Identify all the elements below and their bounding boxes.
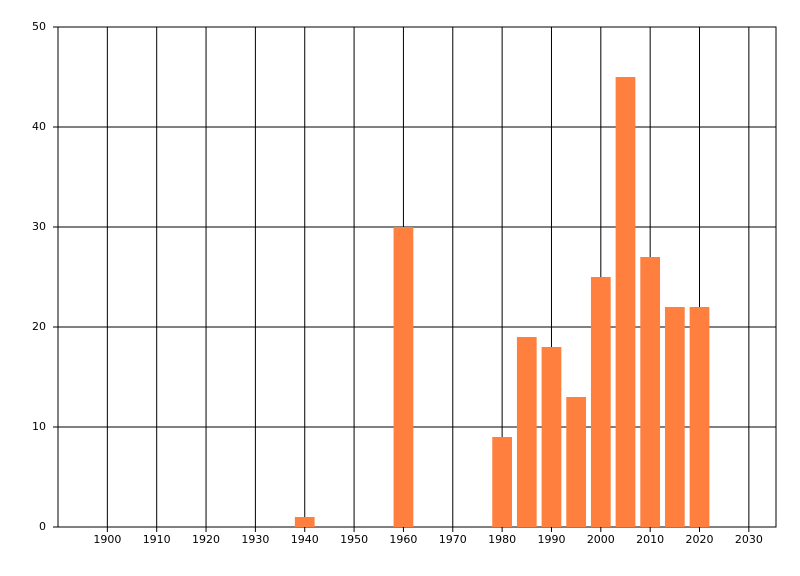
x-tick-label: 1930 <box>241 533 269 546</box>
bar <box>640 257 661 527</box>
bar <box>294 517 315 527</box>
x-tick-label: 1920 <box>192 533 220 546</box>
bar <box>615 77 636 527</box>
bar <box>689 307 710 527</box>
y-tick-label: 50 <box>32 20 46 33</box>
x-tick-label: 1990 <box>537 533 565 546</box>
bar <box>492 437 512 527</box>
x-tick-label: 2030 <box>735 533 763 546</box>
x-tick-label: 1980 <box>488 533 516 546</box>
x-tick-label: 1940 <box>291 533 319 546</box>
y-tick-label: 20 <box>32 320 46 333</box>
x-tick-label: 1960 <box>389 533 417 546</box>
x-tick-label: 2000 <box>587 533 615 546</box>
y-tick-label: 0 <box>39 520 46 533</box>
x-tick-label: 1970 <box>439 533 467 546</box>
bar <box>590 277 611 527</box>
x-tick-label: 1950 <box>340 533 368 546</box>
x-tick-label: 1900 <box>93 533 121 546</box>
x-tick-label: 2020 <box>686 533 714 546</box>
bar <box>541 347 562 527</box>
bar <box>566 397 587 527</box>
y-tick-label: 40 <box>32 120 46 133</box>
y-tick-label: 10 <box>32 420 46 433</box>
x-tick-label: 2010 <box>636 533 664 546</box>
bar <box>393 227 414 527</box>
bar <box>516 337 537 527</box>
x-tick-label: 1910 <box>143 533 171 546</box>
y-tick-label: 30 <box>32 220 46 233</box>
bar <box>664 307 685 527</box>
